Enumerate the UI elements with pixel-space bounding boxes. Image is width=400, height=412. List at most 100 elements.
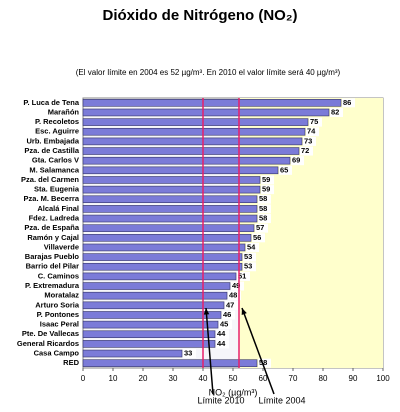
bar	[82, 243, 246, 252]
value-label: 69	[292, 156, 300, 165]
x-tick-label: 100	[376, 374, 390, 383]
value-label-box	[243, 252, 256, 262]
y-tick-label: Villaverde	[44, 242, 79, 251]
bar	[82, 282, 231, 290]
y-tick-label: Pza. de España	[24, 223, 79, 232]
bar	[82, 127, 306, 136]
bar	[82, 340, 216, 348]
value-label-box	[258, 204, 271, 214]
x-tick-label: 30	[169, 374, 178, 383]
y-tick-label: Marañón	[48, 107, 80, 116]
value-label: 75	[310, 117, 318, 126]
annotation: Límite 2004	[258, 395, 305, 405]
value-label: 59	[262, 185, 270, 194]
y-tick-label: Barajas Pueblo	[25, 252, 80, 261]
value-label: 86	[343, 98, 351, 107]
value-label: 58	[259, 214, 267, 223]
value-label-box	[252, 233, 265, 243]
bar	[82, 137, 303, 146]
value-label-box	[300, 146, 313, 156]
y-tick-label: P. Luca de Tena	[23, 98, 79, 107]
x-tick-label: 50	[229, 374, 238, 383]
bar	[82, 176, 261, 184]
value-label: 44	[217, 329, 226, 338]
y-tick-label: Ramón y Cajal	[27, 233, 79, 242]
y-tick-label: Pte. De Vallecas	[22, 329, 79, 338]
y-tick-label: P. Pontones	[37, 310, 79, 319]
x-tick-label: 0	[81, 374, 86, 383]
value-label: 46	[223, 310, 231, 319]
x-tick-label: 60	[259, 374, 268, 383]
value-label-box	[309, 117, 322, 127]
y-tick-label: Fdez. Ladreda	[29, 214, 80, 223]
bar	[82, 108, 330, 117]
bar	[82, 262, 243, 271]
bar	[82, 272, 237, 281]
bar	[82, 118, 309, 126]
value-label: 44	[217, 339, 226, 348]
value-label-box	[330, 107, 343, 117]
x-tick-label: 40	[199, 374, 208, 383]
bar	[82, 253, 243, 261]
bar	[82, 147, 300, 155]
y-tick-label: Pza. de Castilla	[24, 146, 79, 155]
value-label-box	[258, 194, 271, 204]
value-label-box	[258, 358, 271, 368]
value-label: 72	[301, 146, 309, 155]
x-tick-label: 90	[349, 374, 358, 383]
value-label: 53	[244, 262, 252, 271]
bar	[82, 224, 255, 232]
value-label: 51	[238, 271, 246, 280]
y-tick-label: Arturo Soria	[35, 300, 80, 309]
value-label: 74	[307, 127, 316, 136]
annotation-arrow	[205, 307, 214, 395]
arrow-head	[203, 308, 210, 315]
x-tick-label: 20	[139, 374, 148, 383]
y-tick-label: Alcalá Final	[37, 204, 79, 213]
value-label: 49	[232, 281, 240, 290]
bar	[82, 205, 258, 213]
bar	[82, 185, 261, 194]
x-tick-label: 10	[109, 374, 118, 383]
bar	[82, 166, 279, 175]
x-tick-label: 80	[319, 374, 328, 383]
value-label-box	[303, 136, 316, 146]
y-tick-label: Esc. Aguirre	[35, 127, 79, 136]
value-label-box	[183, 349, 196, 359]
y-tick-label: Isaac Peral	[40, 320, 79, 329]
bar	[82, 311, 222, 319]
bar	[82, 359, 258, 367]
y-tick-label: Casa Campo	[34, 349, 80, 358]
chart-title: Dióxido de Nitrógeno (NO₂)	[103, 7, 298, 24]
y-tick-label: Sta. Eugenia	[34, 185, 80, 194]
bar	[82, 99, 342, 107]
value-label: 58	[259, 204, 267, 213]
y-tick-label: P. Recoletos	[35, 117, 79, 126]
value-label-box	[237, 271, 250, 281]
y-tick-label: General Ricardos	[17, 339, 79, 348]
arrow-head	[241, 308, 247, 315]
value-label: 58	[259, 194, 267, 203]
y-tick-label: Barrio del Pilar	[26, 262, 79, 271]
bar	[82, 195, 258, 204]
value-label-box	[255, 223, 268, 233]
bar	[82, 301, 225, 310]
value-label: 48	[229, 291, 237, 300]
value-label: 57	[256, 223, 264, 232]
bar	[82, 349, 183, 358]
value-label-box	[222, 310, 235, 320]
y-tick-label: Pza. M. Becerra	[24, 194, 80, 203]
y-tick-label: P. Extremadura	[25, 281, 80, 290]
value-label-box	[231, 281, 244, 291]
value-label: 54	[247, 242, 256, 251]
x-tick-label: 70	[289, 374, 298, 383]
y-tick-label: Urb. Embajada	[26, 136, 79, 145]
value-label: 56	[253, 233, 261, 242]
bar	[82, 214, 258, 223]
value-label: 47	[226, 300, 234, 309]
value-label-box	[261, 185, 274, 195]
value-label-box	[246, 242, 259, 252]
value-label: 82	[331, 107, 339, 116]
y-tick-label: Pza. del Carmen	[21, 175, 79, 184]
